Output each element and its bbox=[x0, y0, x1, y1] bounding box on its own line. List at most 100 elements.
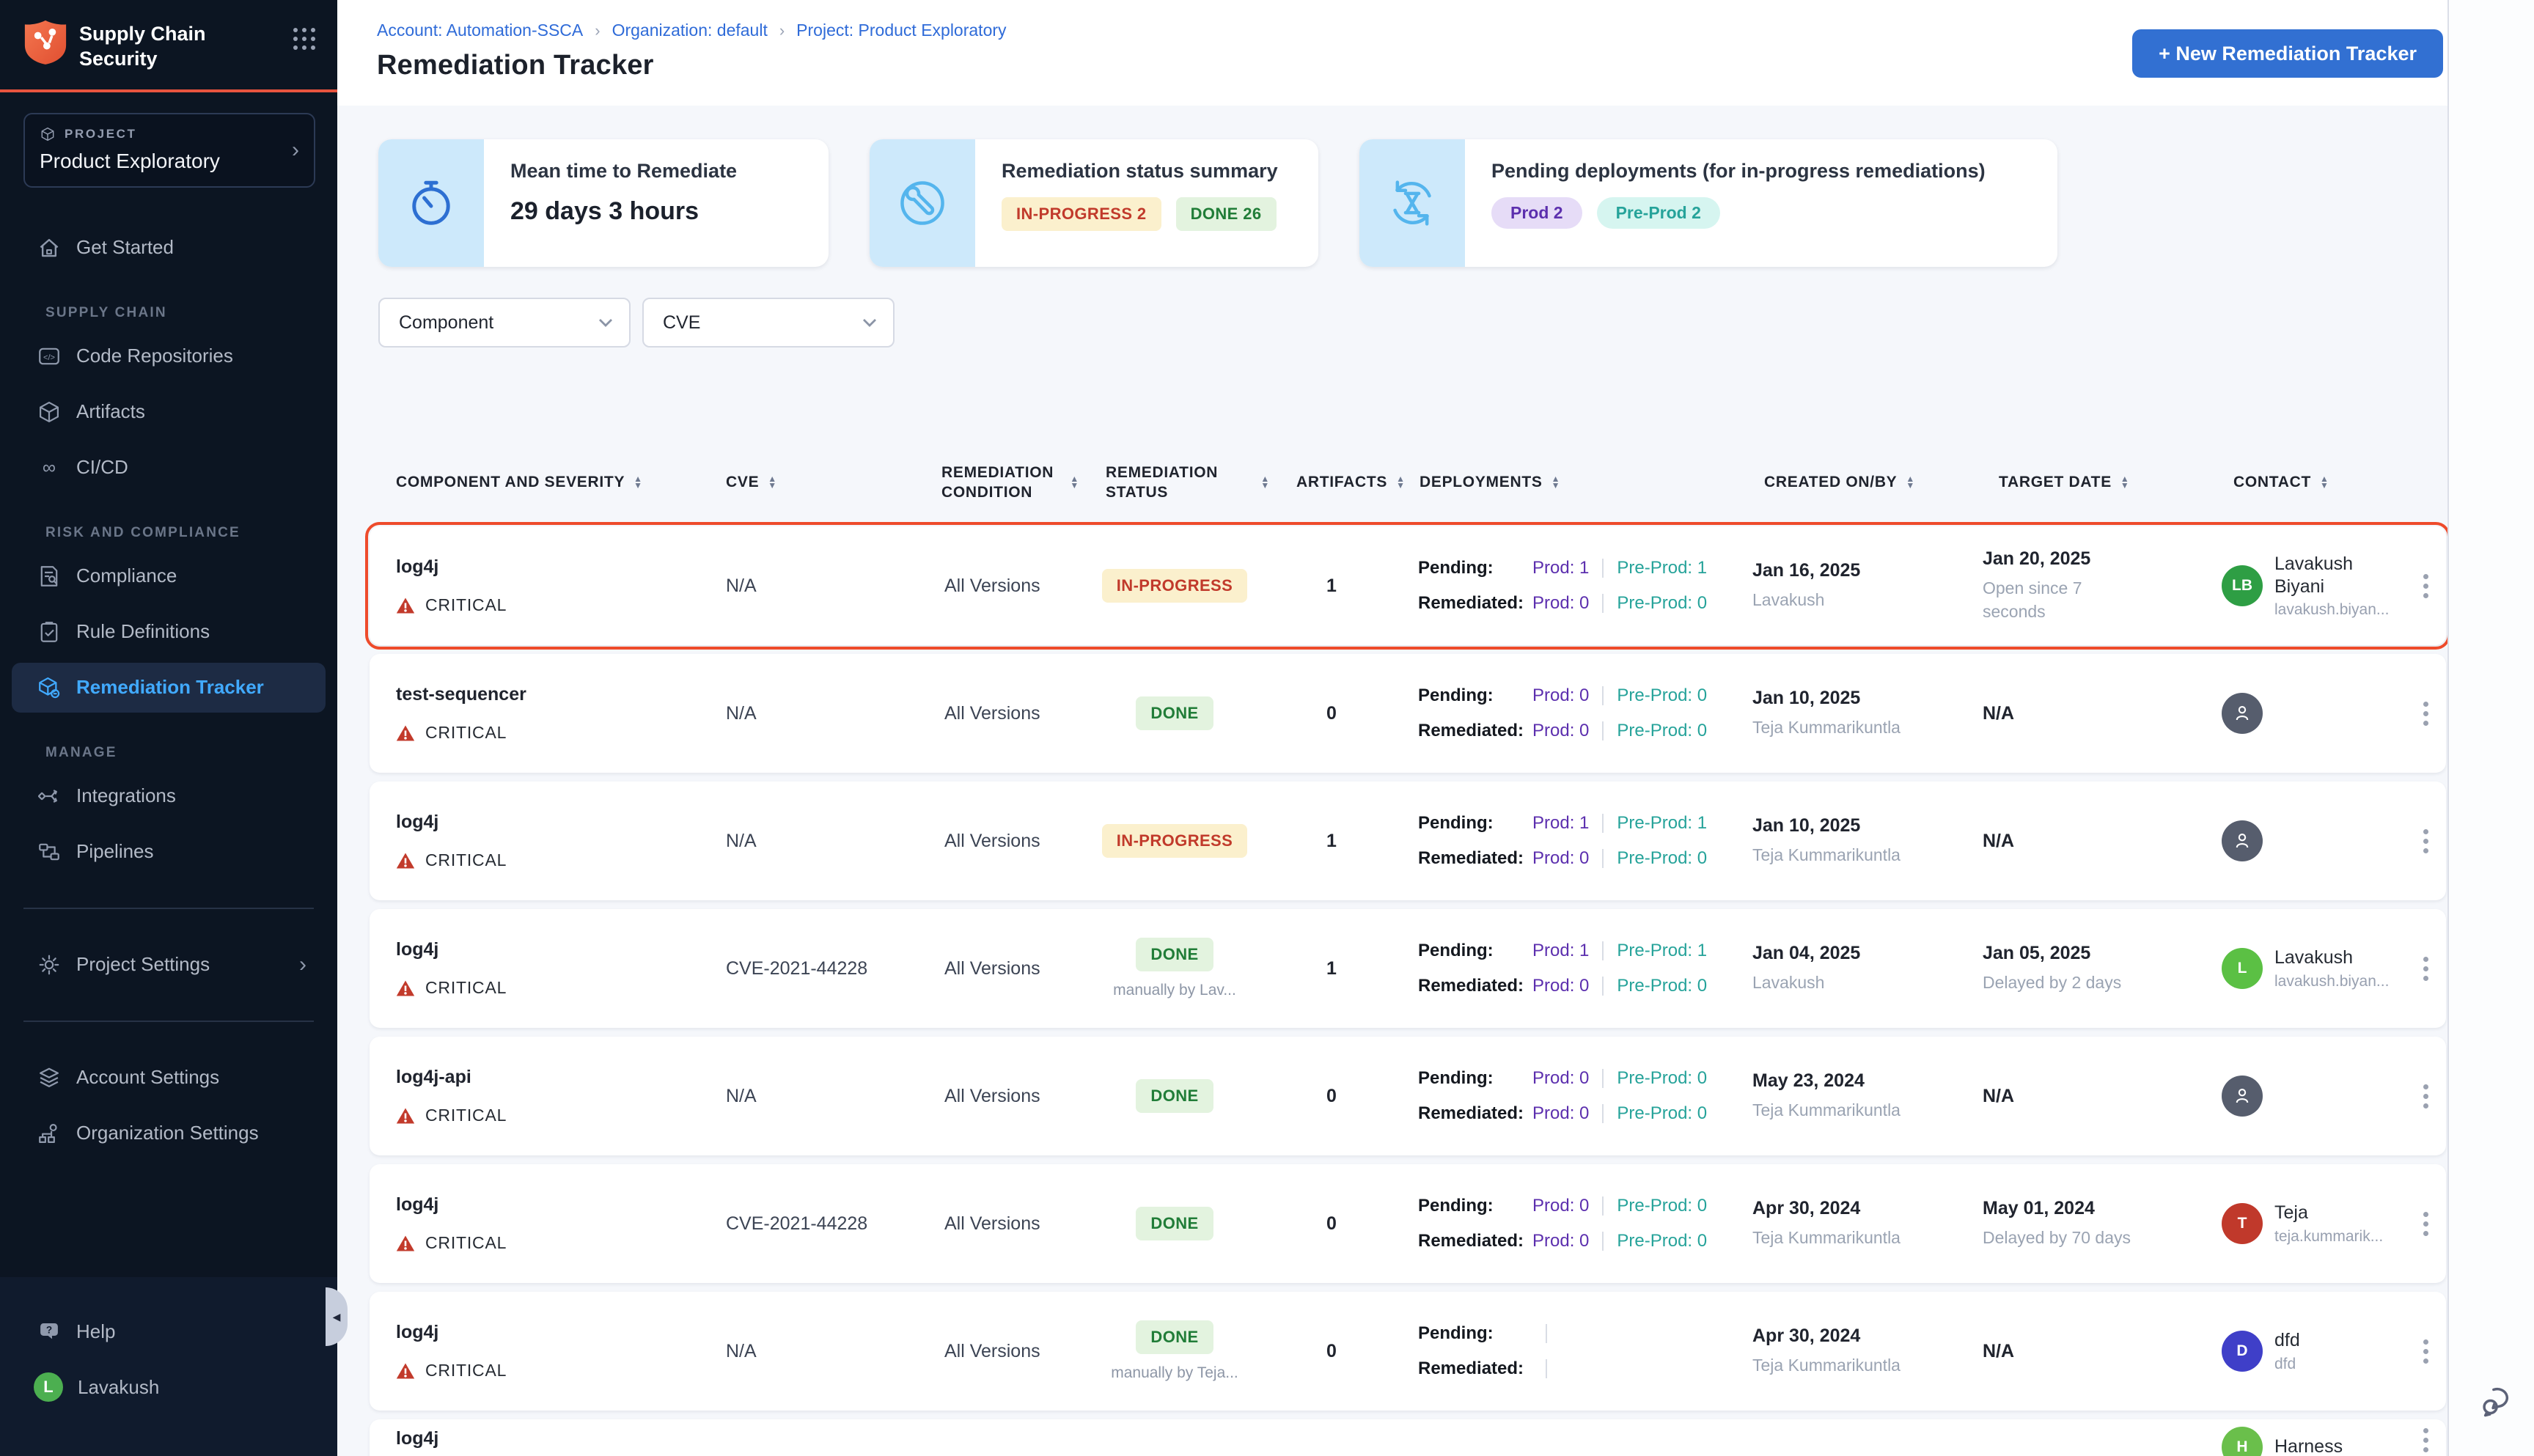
component-cell: log4j bbox=[370, 1419, 699, 1449]
sidebar-header: Supply Chain Security bbox=[0, 0, 337, 92]
sidebar-item-artifacts[interactable]: Artifacts bbox=[12, 387, 326, 437]
cve-cell: N/A bbox=[726, 830, 757, 851]
preprod-count: Pre-Prod: 0 bbox=[1617, 1103, 1708, 1123]
nav-section-label: SUPPLY CHAIN bbox=[45, 304, 167, 320]
avatar: LB bbox=[2222, 565, 2263, 606]
column-header-target-date[interactable]: TARGET DATE ▲ ▼ bbox=[1972, 472, 2207, 492]
artifacts-cell: 0 bbox=[1326, 1213, 1337, 1234]
table-row[interactable]: log4j-api CRITICAL N/A All Versions DONE 0 Pen… bbox=[370, 1037, 2446, 1155]
row-menu-button[interactable] bbox=[2405, 1331, 2446, 1372]
new-remediation-tracker-button[interactable]: + New Remediation Tracker bbox=[2132, 29, 2443, 78]
divider bbox=[1602, 1196, 1604, 1216]
filter-cve[interactable]: CVE bbox=[642, 298, 895, 348]
project-selector[interactable]: PROJECT Product Exploratory › bbox=[23, 112, 315, 188]
column-header-remediation-condition[interactable]: REMEDIATION CONDITION ▲ ▼ bbox=[915, 463, 1079, 503]
warning-icon bbox=[396, 1362, 415, 1380]
pending-deployments-card: Pending deployments (for in-progress rem… bbox=[1359, 139, 2057, 267]
sidebar-item-account-settings[interactable]: Account Settings bbox=[12, 1053, 326, 1103]
divider bbox=[1602, 1069, 1604, 1088]
column-header-contact[interactable]: CONTACT ▲ ▼ bbox=[2207, 472, 2405, 492]
column-label: COMPONENT AND SEVERITY bbox=[396, 474, 625, 491]
preprod-count: Pre-Prod: 0 bbox=[1617, 721, 1708, 740]
column-header-artifacts[interactable]: ARTIFACTS ▲ ▼ bbox=[1270, 472, 1405, 492]
table-row[interactable]: test-sequencer CRITICAL N/A All Versions DON… bbox=[370, 654, 2446, 773]
table-row[interactable]: log4j CRITICAL N/A All Versions DONE manually… bbox=[370, 1292, 2446, 1411]
table-row[interactable]: log4j CRITICAL CVE-2021-44228 All Versions D… bbox=[370, 1164, 2446, 1283]
target-cell: N/A bbox=[1972, 831, 2207, 852]
column-header-cve[interactable]: CVE ▲ ▼ bbox=[699, 472, 915, 492]
sidebar-item-compliance[interactable]: Compliance bbox=[12, 551, 326, 601]
status-badge: DONE bbox=[1136, 938, 1213, 971]
status-cell: IN-PROGRESS bbox=[1079, 824, 1270, 858]
created-cell: Jan 10, 2025 Teja Kummarikuntla bbox=[1738, 815, 1972, 867]
target-date: Jan 20, 2025 bbox=[1983, 548, 2091, 570]
deployment-line: Remediated: Prod: 0 Pre-Prod: 0 bbox=[1418, 848, 1738, 869]
status-cell: DONE manually by Lav... bbox=[1079, 938, 1270, 999]
column-header-deployments[interactable]: DEPLOYMENTS ▲ ▼ bbox=[1393, 472, 1738, 492]
chat-bubbles-icon[interactable] bbox=[2478, 1380, 2518, 1419]
table-row[interactable]: log4j CRITICAL N/A All Versions IN-PROGRESS 1… bbox=[370, 782, 2446, 900]
deployment-line: Pending: bbox=[1418, 1323, 1738, 1344]
target-cell: May 01, 2024 Delayed by 70 days bbox=[1972, 1198, 2207, 1249]
severity: CRITICAL bbox=[396, 1106, 699, 1125]
row-menu-button[interactable] bbox=[2405, 820, 2446, 862]
column-label: ARTIFACTS bbox=[1296, 474, 1388, 491]
warning-icon bbox=[396, 724, 415, 742]
severity-label: CRITICAL bbox=[425, 595, 507, 614]
sidebar-item-help[interactable]: ? Help bbox=[12, 1306, 326, 1356]
target-cell: Jan 05, 2025 Delayed by 2 days bbox=[1972, 943, 2207, 994]
filter-component[interactable]: Component bbox=[378, 298, 631, 348]
target-subtext: Delayed by 70 days bbox=[1983, 1227, 2131, 1247]
sidebar-item-integrations[interactable]: Integrations bbox=[12, 771, 326, 821]
row-menu-button[interactable] bbox=[2405, 1419, 2446, 1456]
apps-grid-icon[interactable] bbox=[293, 28, 315, 50]
severity-label: CRITICAL bbox=[425, 978, 507, 997]
prod-count: Prod: 0 bbox=[1532, 1068, 1590, 1088]
sidebar-item-pipelines[interactable]: Pipelines bbox=[12, 827, 326, 877]
column-header-created-on-by[interactable]: CREATED ON/BY ▲ ▼ bbox=[1738, 472, 1972, 492]
sidebar-item-get-started[interactable]: Get Started bbox=[12, 223, 326, 273]
divider bbox=[1546, 1324, 1547, 1343]
deployment-line: Remediated: Prod: 0 Pre-Prod: 0 bbox=[1418, 1103, 1738, 1124]
breadcrumb-link[interactable]: Organization: default bbox=[612, 21, 768, 40]
sidebar-item-rule-definitions[interactable]: Rule Definitions bbox=[12, 607, 326, 657]
user-menu[interactable]: L Lavakush bbox=[12, 1362, 326, 1412]
deployment-label: Remediated: bbox=[1418, 593, 1524, 613]
table-row[interactable]: log4j H Harness bbox=[370, 1419, 2446, 1456]
breadcrumb-link[interactable]: Account: Automation-SSCA bbox=[377, 21, 584, 40]
table-row[interactable]: log4j CRITICAL N/A All Versions IN-PROGRESS 1… bbox=[365, 522, 2450, 650]
sidebar-item-label: Code Repositories bbox=[76, 345, 233, 367]
deployment-label: Remediated: bbox=[1418, 1103, 1524, 1123]
sidebar-item-organization-settings[interactable]: Organization Settings bbox=[12, 1108, 326, 1158]
created-cell: Jan 10, 2025 Teja Kummarikuntla bbox=[1738, 688, 1972, 739]
status-badge: IN-PROGRESS bbox=[1101, 569, 1248, 603]
row-menu-button[interactable] bbox=[2405, 693, 2446, 735]
component-name: log4j bbox=[396, 939, 439, 960]
sidebar-item-code-repositories[interactable]: </> Code Repositories bbox=[12, 331, 326, 381]
component-name: log4j bbox=[396, 1322, 439, 1342]
divider bbox=[1602, 594, 1604, 613]
mean-time-card: Mean time to Remediate 29 days 3 hours bbox=[378, 139, 829, 267]
row-menu-button[interactable] bbox=[2405, 948, 2446, 990]
row-menu-button[interactable] bbox=[2405, 1203, 2446, 1245]
severity: CRITICAL bbox=[396, 723, 699, 743]
project-name: Product Exploratory bbox=[40, 149, 220, 172]
sidebar-item-remediation-tracker[interactable]: Remediation Tracker bbox=[12, 662, 326, 713]
component-name: test-sequencer bbox=[396, 684, 526, 705]
card-title: Pending deployments (for in-progress rem… bbox=[1491, 160, 1986, 182]
sidebar-item-ci-cd[interactable]: ∞ CI/CD bbox=[12, 443, 326, 493]
row-menu-button[interactable] bbox=[2405, 565, 2446, 607]
sidebar-settings: Project Settings › bbox=[0, 940, 337, 990]
created-cell: Jan 16, 2025 Lavakush bbox=[1738, 560, 1972, 611]
avatar: D bbox=[2222, 1331, 2263, 1372]
column-header-remediation-status[interactable]: REMEDIATION STATUS ▲ ▼ bbox=[1079, 463, 1270, 503]
column-header-component-and-severity[interactable]: COMPONENT AND SEVERITY ▲ ▼ bbox=[370, 472, 699, 492]
target-cell: Jan 20, 2025 Open since 7 seconds bbox=[1972, 548, 2207, 622]
table-row[interactable]: log4j CRITICAL CVE-2021-44228 All Versions D… bbox=[370, 909, 2446, 1028]
contact-cell: H Harness bbox=[2207, 1419, 2405, 1456]
sidebar-item-project-settings[interactable]: Project Settings › bbox=[12, 940, 326, 990]
breadcrumb-link[interactable]: Project: Product Exploratory bbox=[796, 21, 1007, 40]
chevron-separator: › bbox=[779, 21, 785, 40]
person-icon bbox=[2222, 820, 2263, 861]
row-menu-button[interactable] bbox=[2405, 1076, 2446, 1117]
